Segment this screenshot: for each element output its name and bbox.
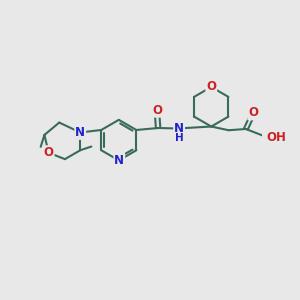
Text: N: N [174, 122, 184, 135]
Text: O: O [152, 104, 162, 117]
Text: O: O [206, 80, 216, 94]
Text: H: H [175, 133, 184, 143]
Text: OH: OH [266, 130, 286, 144]
Text: O: O [44, 146, 54, 159]
Text: N: N [114, 154, 124, 167]
Text: N: N [75, 126, 85, 139]
Text: O: O [248, 106, 258, 119]
